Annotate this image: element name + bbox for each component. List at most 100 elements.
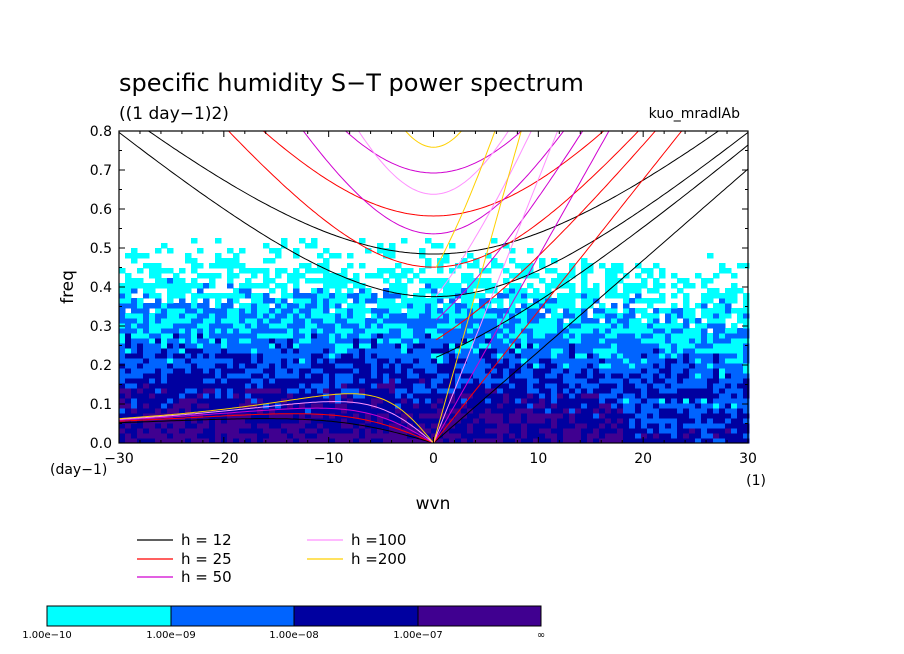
power-cell [329, 278, 336, 284]
power-cell [599, 398, 606, 404]
power-cell [599, 413, 606, 419]
power-cell [353, 293, 360, 299]
power-cell [311, 403, 318, 409]
power-cell [317, 368, 324, 374]
power-cell [545, 383, 552, 389]
power-cell [623, 418, 630, 424]
power-cell [299, 403, 306, 409]
power-cell [719, 368, 726, 374]
power-cell [611, 373, 618, 379]
power-cell [185, 393, 192, 399]
power-cell [725, 408, 732, 414]
power-cell [647, 433, 654, 439]
power-cell [521, 273, 528, 279]
power-cell [305, 413, 312, 419]
power-cell [407, 298, 414, 304]
power-cell [137, 423, 144, 429]
power-cell [215, 253, 222, 259]
power-cell [305, 333, 312, 339]
power-cell [461, 393, 468, 399]
power-cell [383, 358, 390, 364]
power-cell [317, 328, 324, 334]
power-cell [527, 398, 534, 404]
power-cell [683, 348, 690, 354]
power-cell [413, 398, 420, 404]
power-cell [581, 368, 588, 374]
power-cell [185, 348, 192, 354]
power-cell [485, 373, 492, 379]
power-cell [275, 283, 282, 289]
power-cell [173, 353, 180, 359]
power-cell [593, 363, 600, 369]
power-cell [611, 333, 618, 339]
power-cell [293, 293, 300, 299]
power-cell [191, 368, 198, 374]
power-cell [275, 273, 282, 279]
power-cell [443, 313, 450, 319]
power-cell [395, 383, 402, 389]
power-cell [359, 408, 366, 414]
power-cell [281, 243, 288, 249]
power-cell [239, 388, 246, 394]
power-cell [275, 423, 282, 429]
power-cell [335, 343, 342, 349]
power-cell [125, 403, 132, 409]
power-cell [683, 383, 690, 389]
power-cell [293, 308, 300, 314]
power-cell [347, 253, 354, 259]
power-cell [503, 398, 510, 404]
power-cell [521, 293, 528, 299]
power-cell [155, 428, 162, 434]
power-cell [635, 288, 642, 294]
power-cell [281, 403, 288, 409]
power-cell [323, 293, 330, 299]
power-cell [587, 398, 594, 404]
power-cell [611, 338, 618, 344]
power-cell [713, 328, 720, 334]
power-cell [167, 368, 174, 374]
power-cell [191, 358, 198, 364]
power-cell [479, 413, 486, 419]
power-cell [461, 368, 468, 374]
power-cell [413, 393, 420, 399]
power-cell [611, 313, 618, 319]
power-cell [707, 418, 714, 424]
power-cell [743, 348, 750, 354]
power-cell [443, 288, 450, 294]
power-cell [149, 293, 156, 299]
power-cell [413, 353, 420, 359]
power-cell [413, 323, 420, 329]
power-cell [503, 408, 510, 414]
power-cell [647, 313, 654, 319]
power-cell [317, 373, 324, 379]
power-cell [593, 323, 600, 329]
power-cell [467, 253, 474, 259]
power-cell [299, 313, 306, 319]
power-cell [293, 368, 300, 374]
power-cell [425, 388, 432, 394]
power-cell [491, 408, 498, 414]
power-cell [353, 433, 360, 439]
power-cell [311, 318, 318, 324]
power-cell [305, 403, 312, 409]
power-cell [371, 388, 378, 394]
power-cell [377, 428, 384, 434]
colorbar-label: 1.00e−07 [393, 630, 443, 641]
power-cell [173, 278, 180, 284]
power-cell [431, 403, 438, 409]
power-cell [131, 278, 138, 284]
power-cell [317, 428, 324, 434]
power-cell [215, 388, 222, 394]
power-cell [569, 388, 576, 394]
power-cell [305, 308, 312, 314]
power-cell [473, 363, 480, 369]
power-cell [419, 383, 426, 389]
power-cell [629, 428, 636, 434]
power-cell [509, 288, 516, 294]
power-cell [257, 433, 264, 439]
power-cell [455, 368, 462, 374]
power-cell [389, 348, 396, 354]
power-cell [473, 383, 480, 389]
power-cell [335, 368, 342, 374]
power-cell [413, 388, 420, 394]
